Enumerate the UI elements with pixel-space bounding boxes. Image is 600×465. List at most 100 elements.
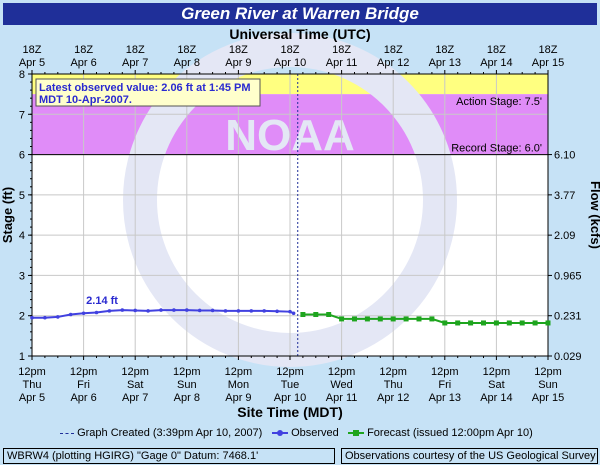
observed-point (68, 312, 73, 317)
right-axis-title: Flow (kcfs) (588, 181, 600, 249)
stage-tick-label: 8 (19, 69, 25, 81)
bottom-tick-date: Apr 5 (19, 392, 45, 404)
top-tick-label: 18Z (177, 44, 196, 56)
bottom-axis-title: Site Time (MDT) (237, 404, 343, 420)
observed-point (185, 308, 189, 312)
observed-point (249, 309, 254, 313)
footer-gage-info: WBRW4 (plotting HGIRG) "Gage 0" Datum: 7… (3, 448, 335, 464)
observed-point (197, 308, 202, 313)
forecast-point (429, 316, 435, 322)
flow-tick-label: 6.10 (554, 150, 575, 162)
legend: Graph Created (3:39pm Apr 10, 2007) Obse… (0, 427, 600, 443)
top-tick-date: Apr 15 (532, 57, 564, 69)
top-tick-label: 18Z (384, 44, 403, 56)
observed-point (262, 309, 267, 313)
peak-value-label: 2.14 ft (86, 295, 118, 307)
chart-title: Green River at Warren Bridge (3, 3, 597, 25)
forecast-point (442, 320, 448, 326)
forecast-point (300, 312, 306, 318)
stage-tick-label: 4 (19, 230, 25, 242)
bottom-tick-time: 12pm (121, 366, 149, 378)
bottom-tick-time: 12pm (70, 366, 98, 378)
observed-point (107, 309, 112, 313)
top-tick-date: Apr 6 (70, 57, 96, 69)
top-tick-label: 18Z (539, 44, 558, 56)
observed-point (146, 309, 150, 313)
bottom-tick-time: 12pm (431, 366, 459, 378)
bottom-tick-date: Apr 8 (174, 392, 200, 404)
top-tick-label: 18Z (126, 44, 145, 56)
bottom-tick-day: Sun (177, 379, 197, 391)
observed-point (133, 308, 137, 313)
flow-tick-label: 3.77 (554, 190, 575, 202)
bottom-tick-day: Sun (538, 379, 558, 391)
flow-tick-label: 0.965 (554, 270, 582, 282)
stage-tick-label: 6 (19, 150, 25, 162)
forecast-point (506, 320, 512, 326)
forecast-point (468, 320, 474, 326)
stage-tick-label: 3 (19, 270, 25, 282)
bottom-tick-time: 12pm (18, 366, 46, 378)
bottom-tick-day: Mon (228, 379, 249, 391)
observed-point (223, 309, 228, 313)
latest-value-box (35, 78, 261, 107)
observed-point (120, 308, 125, 312)
top-tick-label: 18Z (487, 44, 506, 56)
bottom-tick-day: Fri (77, 379, 90, 391)
legend-graph-created: Graph Created (3:39pm Apr 10, 2007) (60, 427, 262, 439)
top-tick-label: 18Z (74, 44, 93, 56)
observed-point (56, 315, 60, 319)
record-stage-label: Record Stage: 6.0' (451, 143, 542, 155)
left-axis-title: Stage (ft) (0, 187, 15, 243)
bottom-tick-day: Thu (23, 379, 42, 391)
top-tick-date: Apr 7 (122, 57, 148, 69)
top-tick-date: Apr 11 (326, 57, 358, 69)
top-tick-date: Apr 9 (225, 57, 251, 69)
forecast-point (519, 320, 525, 326)
bottom-tick-time: 12pm (328, 366, 356, 378)
stage-tick-label: 2 (19, 311, 25, 323)
top-tick-date: Apr 14 (480, 57, 512, 69)
top-tick-date: Apr 8 (174, 57, 200, 69)
observed-point (210, 308, 215, 313)
observed-line-icon (272, 430, 288, 437)
observed-point (81, 311, 86, 316)
bottom-tick-time: 12pm (534, 366, 562, 378)
bottom-tick-time: 12pm (483, 366, 511, 378)
dashed-line-icon (60, 432, 74, 434)
top-tick-label: 18Z (281, 44, 300, 56)
forecast-point (377, 316, 383, 322)
forecast-point (313, 312, 319, 318)
bottom-tick-day: Sat (488, 379, 505, 391)
observed-point (94, 310, 99, 315)
observed-point (275, 309, 279, 314)
observed-series-line (32, 309, 295, 319)
observed-point (30, 315, 34, 320)
bottom-tick-date: Apr 15 (532, 392, 564, 404)
observed-point (288, 309, 292, 314)
forecast-line-icon (348, 430, 364, 437)
top-tick-date: Apr 12 (377, 57, 409, 69)
top-tick-date: Apr 5 (19, 57, 45, 69)
top-axis-title: Universal Time (UTC) (229, 26, 370, 42)
stage-tick-label: 7 (19, 109, 25, 121)
observed-point (236, 309, 241, 313)
observed-point (172, 308, 176, 312)
top-tick-date: Apr 13 (429, 57, 461, 69)
top-tick-label: 18Z (332, 44, 351, 56)
flow-tick-label: 2.09 (554, 230, 575, 242)
top-tick-label: 18Z (23, 44, 42, 56)
bottom-tick-date: Apr 11 (326, 392, 358, 404)
forecast-point (532, 320, 538, 326)
bottom-tick-date: Apr 6 (70, 392, 96, 404)
top-tick-label: 18Z (229, 44, 248, 56)
action-stage-label: Action Stage: 7.5' (456, 96, 542, 108)
bottom-tick-date: Apr 12 (377, 392, 409, 404)
bottom-tick-time: 12pm (276, 366, 304, 378)
bottom-tick-day: Thu (384, 379, 403, 391)
forecast-point (481, 320, 486, 326)
observed-point (159, 308, 163, 312)
forecast-point (390, 316, 396, 322)
bottom-tick-time: 12pm (225, 366, 253, 378)
